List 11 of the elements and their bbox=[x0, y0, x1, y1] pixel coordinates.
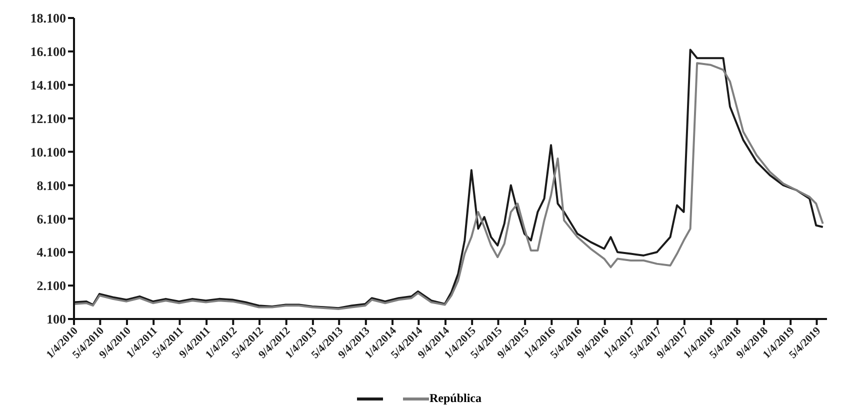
y-tick-label: 10.100 bbox=[30, 144, 66, 160]
y-tick-label: 16.100 bbox=[30, 44, 66, 60]
y-tick-label: 100 bbox=[46, 312, 66, 327]
y-tick-label: 12.100 bbox=[30, 110, 66, 126]
y-tick-label: 4.100 bbox=[36, 244, 66, 260]
y-tick-label: 18.100 bbox=[30, 10, 66, 26]
legend-label: República bbox=[429, 391, 482, 406]
y-tick-label: 8.100 bbox=[36, 178, 66, 193]
y-tick-label: 14.100 bbox=[30, 78, 66, 93]
y-tick-label: 2.100 bbox=[36, 278, 66, 294]
y-tick-label: 6.100 bbox=[36, 211, 66, 226]
